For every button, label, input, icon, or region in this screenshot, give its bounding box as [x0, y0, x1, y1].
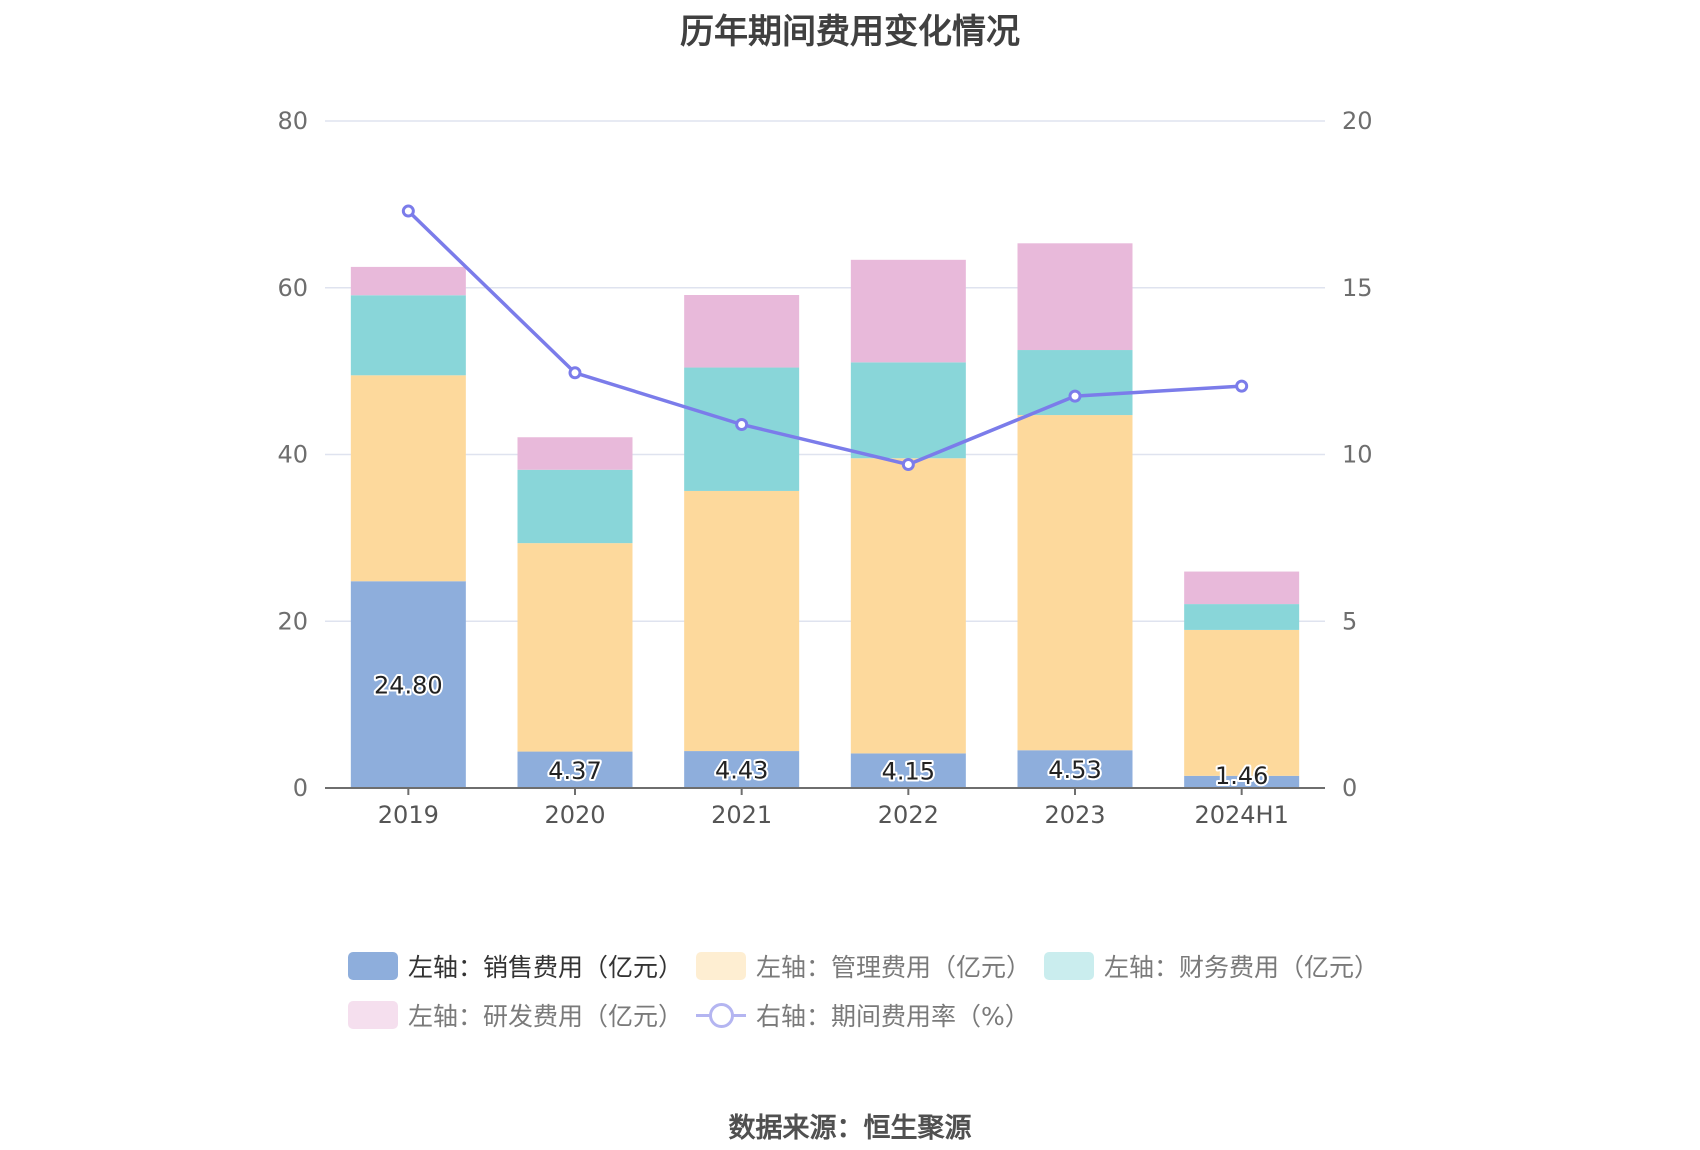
x-axis-tick-label: 2023	[1044, 801, 1105, 829]
legend-item[interactable]: 左轴：管理费用（亿元）	[696, 946, 1031, 986]
data-label: 24.80	[374, 672, 443, 700]
source-note: 数据来源：恒生聚源	[728, 1113, 972, 1144]
data-label: 4.15	[882, 758, 935, 786]
legend-item[interactable]: 左轴：财务费用（亿元）	[1044, 946, 1379, 986]
legend-label: 左轴：管理费用（亿元）	[756, 953, 1032, 982]
right-axis-tick-label: 10	[1342, 441, 1373, 469]
bar-segment-4	[1017, 243, 1133, 351]
bar-segment-3	[850, 362, 966, 459]
bar-segment-1	[684, 751, 800, 788]
left-axis-tick-label: 60	[277, 274, 308, 302]
bar-segment-3	[350, 295, 466, 376]
chart-title: 历年期间费用变化情况	[680, 12, 1020, 52]
data-labels: 24.80 4.37 4.43 4.15 4.53 1.46	[372, 670, 1270, 792]
bar-segment-2	[850, 458, 966, 754]
left-axis-tick-label: 20	[277, 607, 308, 635]
bar-segment-4	[684, 295, 800, 368]
right-axis-tick-label: 15	[1342, 274, 1373, 302]
legend-swatch	[1044, 952, 1094, 980]
legend-label: 左轴：研发费用（亿元）	[408, 1002, 684, 1031]
data-label: 4.43	[715, 757, 768, 785]
right-axis-tick-label: 5	[1342, 607, 1357, 635]
right-axis-ticks: 0 5 10 15 20	[1342, 107, 1373, 802]
legend-label: 左轴：财务费用（亿元）	[1104, 953, 1380, 982]
x-axis-tick-label: 2024H1	[1194, 801, 1288, 829]
bar-segment-1	[1017, 750, 1133, 788]
bar-segment-1	[350, 581, 466, 788]
right-axis-tick-label: 0	[1342, 774, 1357, 802]
rate-point	[735, 417, 749, 431]
rate-point	[1235, 379, 1249, 393]
grid-lines	[325, 120, 1325, 622]
bar-segment-4	[350, 266, 466, 296]
bar-segment-4	[850, 259, 966, 363]
rate-point	[401, 204, 415, 218]
rate-line-series	[401, 204, 1249, 472]
left-axis-tick-label: 0	[293, 774, 308, 802]
bar-segment-4	[1184, 571, 1300, 605]
left-axis-ticks: 0 20 40 60 80	[277, 107, 308, 802]
bar-segment-1	[1184, 775, 1300, 788]
legend-item[interactable]: 左轴：销售费用（亿元）	[348, 946, 683, 986]
bar-segment-1	[517, 751, 633, 788]
bar-segment-1	[850, 753, 966, 788]
bar-segment-2	[1184, 629, 1300, 776]
x-axis-tick-label: 2020	[544, 801, 605, 829]
legend-swatch	[696, 952, 746, 980]
bar-series	[350, 243, 1300, 788]
right-axis-tick-label: 20	[1342, 107, 1373, 135]
data-label: 4.53	[1048, 756, 1101, 784]
x-axis-tick-label: 2019	[378, 801, 439, 829]
x-axis-tick-label: 2022	[878, 801, 939, 829]
bar-segment-3	[1017, 350, 1133, 416]
bar-segment-2	[517, 543, 633, 752]
bar-segment-2	[684, 490, 800, 752]
legend-item[interactable]: 右轴：期间费用率（%）	[696, 995, 1030, 1035]
legend-label: 左轴：销售费用（亿元）	[408, 953, 684, 982]
left-axis-tick-label: 40	[277, 441, 308, 469]
bar-segment-3	[517, 469, 633, 544]
bar-segment-3	[1184, 604, 1300, 630]
x-axis-tick-label: 2021	[711, 801, 772, 829]
data-label: 4.37	[548, 757, 601, 785]
x-axis: 2019 2020 2021 2022 2023 2024H1	[325, 787, 1325, 829]
rate-point	[568, 366, 582, 380]
legend-label: 右轴：期间费用率（%）	[756, 1002, 1030, 1031]
data-label: 1.46	[1215, 762, 1268, 790]
rate-point	[901, 458, 915, 472]
legend-swatch	[696, 1001, 746, 1029]
bar-segment-2	[1017, 415, 1133, 751]
legend-item[interactable]: 左轴：研发费用（亿元）	[348, 995, 683, 1035]
legend-swatch	[348, 1001, 398, 1029]
rate-line	[407, 209, 1242, 467]
bar-segment-4	[517, 437, 633, 470]
legend-swatch	[348, 952, 398, 980]
left-axis-tick-label: 80	[277, 107, 308, 135]
bar-segment-2	[350, 375, 466, 582]
rate-point	[1068, 389, 1082, 403]
